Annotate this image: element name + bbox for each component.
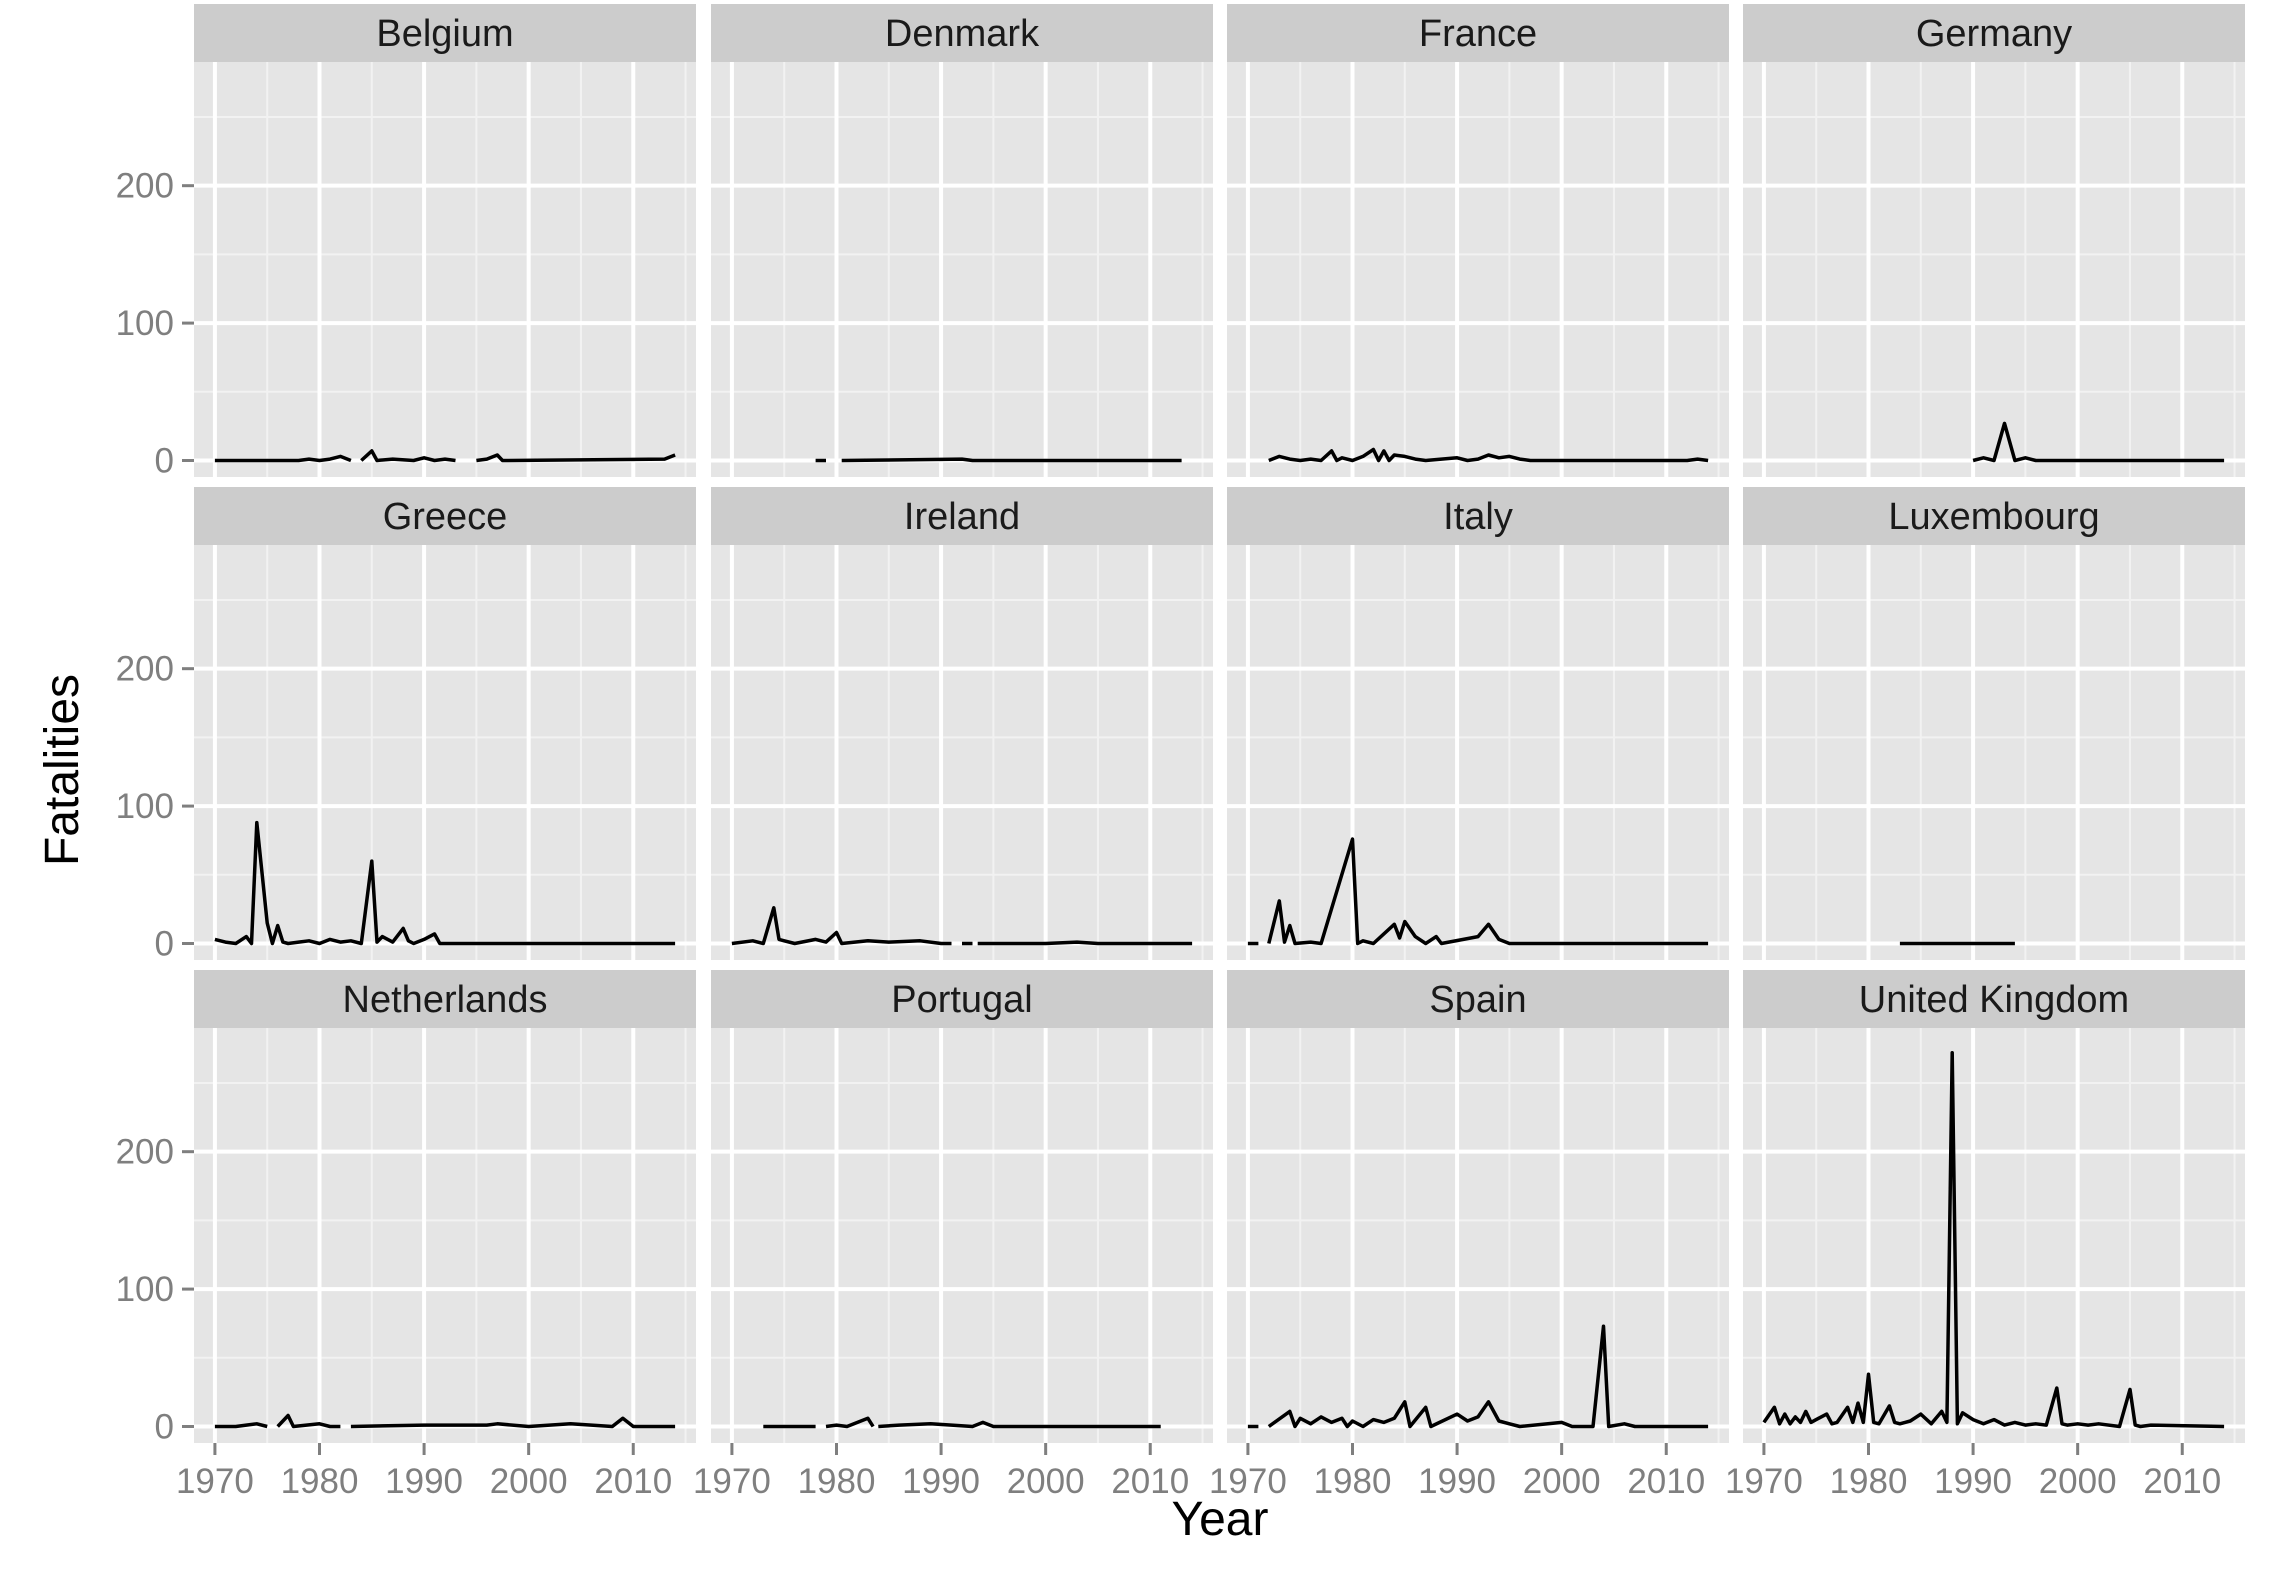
- panel-background: [194, 1028, 696, 1443]
- x-tick-label: 2010: [1111, 1462, 1189, 1501]
- facet-strip: [711, 4, 1213, 62]
- y-tick-label: 100: [116, 1270, 174, 1309]
- panel-background: [1227, 62, 1729, 477]
- series-line: [360, 449, 456, 463]
- x-tick-label: 2000: [490, 1462, 568, 1501]
- facet-panel: United Kingdom 1970 1980 1990 2000 2010: [1725, 970, 2245, 1501]
- x-tick-label: 2000: [1007, 1462, 1085, 1501]
- x-tick-label: 1990: [1418, 1462, 1496, 1501]
- facet-strip: [1227, 970, 1729, 1028]
- panel-background: [1743, 1028, 2245, 1443]
- x-tick-label: 2010: [2143, 1462, 2221, 1501]
- panel-background: [194, 545, 696, 960]
- y-tick-label: 200: [116, 167, 174, 206]
- y-axis-title: Fatalities: [36, 674, 89, 866]
- series-line: [276, 1413, 341, 1429]
- y-tick-label: 0: [155, 1408, 174, 1447]
- x-tick-label: 1980: [1830, 1462, 1908, 1501]
- facet-strip: [1227, 4, 1729, 62]
- y-tick-label: 0: [155, 925, 174, 964]
- facet-strip-label: United Kingdom: [1859, 979, 2129, 1021]
- series-line: [1267, 837, 1709, 946]
- x-tick-label: 1970: [693, 1462, 771, 1501]
- x-tick-label: 1970: [1209, 1462, 1287, 1501]
- facet-strip-label: Italy: [1443, 496, 1513, 538]
- y-tick-label: 100: [116, 787, 174, 826]
- x-tick-label: 1980: [281, 1462, 359, 1501]
- x-tick-label: 1980: [798, 1462, 876, 1501]
- facet-panel: Italy: [1227, 487, 1729, 960]
- series-line: [1267, 1324, 1709, 1429]
- facet-strip: [1227, 487, 1729, 545]
- series-line: [841, 457, 1182, 463]
- y-tick-label: 200: [116, 1133, 174, 1172]
- series-line: [1972, 421, 2225, 463]
- facet-strip-label: Netherlands: [343, 979, 548, 1021]
- x-tick-label: 1990: [1934, 1462, 2012, 1501]
- x-tick-label: 1990: [385, 1462, 463, 1501]
- facet-panels: Belgium 0 100 200 Denmark France Germany Greece…: [116, 4, 2245, 1501]
- series-line: [731, 906, 952, 946]
- series-line: [214, 1422, 268, 1429]
- x-tick-label: 1980: [1314, 1462, 1392, 1501]
- facet-strip: [711, 970, 1213, 1028]
- facet-panel: Netherlands 0 100 200 1970 1980 1990 2000 2010: [116, 970, 696, 1501]
- facet-strip: [1743, 487, 2245, 545]
- facet-panel: Denmark: [711, 4, 1213, 477]
- x-tick-label: 1970: [176, 1462, 254, 1501]
- facet-panel: Luxembourg: [1743, 487, 2245, 960]
- facet-panel: Portugal 1970 1980 1990 2000 2010: [693, 970, 1213, 1501]
- facet-strip-label: Belgium: [376, 13, 513, 55]
- series-line: [878, 1420, 1161, 1429]
- x-tick-label: 2000: [1523, 1462, 1601, 1501]
- facet-strip: [711, 487, 1213, 545]
- facet-strip: [1743, 970, 2245, 1028]
- facet-strip: [194, 487, 696, 545]
- facet-strip-label: Spain: [1429, 979, 1526, 1021]
- series-line: [476, 453, 676, 463]
- y-tick-label: 0: [155, 442, 174, 481]
- x-tick-label: 1970: [1725, 1462, 1803, 1501]
- series-line: [977, 940, 1193, 946]
- facet-strip-label: Germany: [1916, 13, 2072, 55]
- facet-strip: [194, 970, 696, 1028]
- facet-strip-label: Ireland: [904, 496, 1020, 538]
- facet-strip: [1743, 4, 2245, 62]
- panel-background: [194, 62, 696, 477]
- facet-strip: [194, 4, 696, 62]
- x-tick-label: 2000: [2039, 1462, 2117, 1501]
- series-line: [350, 1416, 676, 1429]
- panel-background: [1743, 545, 2245, 960]
- panel-background: [711, 545, 1213, 960]
- panel-background: [1227, 1028, 1729, 1443]
- facet-strip-label: Denmark: [885, 13, 1040, 55]
- x-tick-label: 2010: [594, 1462, 672, 1501]
- series-line: [825, 1416, 875, 1429]
- series-line: [1268, 447, 1709, 463]
- y-tick-label: 200: [116, 650, 174, 689]
- facet-strip-label: France: [1419, 13, 1537, 55]
- series-line: [214, 820, 676, 946]
- panel-background: [1227, 545, 1729, 960]
- facet-strip-label: Luxembourg: [1888, 496, 2099, 538]
- facet-panel: Belgium 0 100 200: [116, 4, 696, 481]
- panel-background: [711, 1028, 1213, 1443]
- facet-panel: Germany: [1743, 4, 2245, 477]
- facet-panel: Greece 0 100 200: [116, 487, 696, 964]
- x-axis-title: Year: [1172, 1493, 1269, 1546]
- y-tick-label: 100: [116, 304, 174, 343]
- x-tick-label: 1990: [902, 1462, 980, 1501]
- facet-strip-label: Greece: [383, 496, 508, 538]
- x-tick-label: 2010: [1627, 1462, 1705, 1501]
- facet-panel: Spain 1970 1980 1990 2000 2010: [1209, 970, 1729, 1501]
- facet-panel: Ireland: [711, 487, 1213, 960]
- facet-panel: France: [1227, 4, 1729, 477]
- facet-strip-label: Portugal: [891, 979, 1033, 1021]
- panel-background: [1743, 62, 2245, 477]
- panel-background: [711, 62, 1213, 477]
- series-line: [214, 454, 352, 463]
- series-line: [1762, 1050, 2225, 1429]
